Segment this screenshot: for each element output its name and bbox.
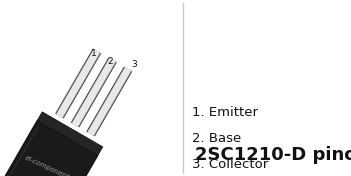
Text: 3. Collector: 3. Collector: [192, 158, 268, 171]
Polygon shape: [1, 121, 98, 176]
Text: 2SC1210-D pinout: 2SC1210-D pinout: [195, 146, 351, 164]
Text: 2. Base: 2. Base: [192, 131, 241, 144]
Text: 1: 1: [91, 49, 96, 58]
Polygon shape: [37, 112, 103, 155]
Text: el-component.com: el-component.com: [23, 154, 85, 176]
Text: 2: 2: [107, 57, 113, 66]
Text: 1. Emitter: 1. Emitter: [192, 105, 258, 118]
Text: 3: 3: [132, 60, 138, 69]
